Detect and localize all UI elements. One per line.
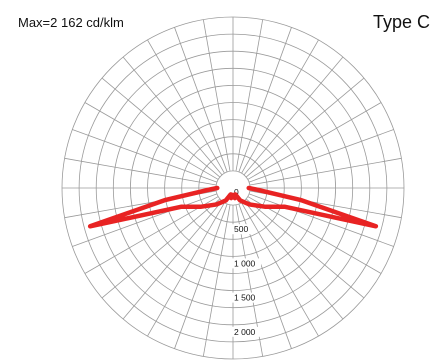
radial-tick-label: 2 000	[234, 327, 256, 337]
grid-spoke	[202, 19, 231, 172]
grid-spoke	[101, 77, 221, 178]
type-label: Type C	[373, 12, 430, 32]
grid-spoke	[72, 193, 218, 247]
tick-label-background	[232, 292, 261, 303]
grid-spoke	[245, 198, 365, 299]
radial-tick-label: 1 000	[234, 258, 256, 268]
grid-spoke	[238, 27, 292, 173]
grid-spoke	[174, 203, 228, 349]
tick-label-background	[232, 258, 261, 269]
grid-spoke	[243, 200, 344, 320]
radial-tick-label: 0	[234, 187, 239, 197]
grid-spoke	[174, 27, 228, 173]
intensity-curve	[87, 185, 379, 229]
tick-label-background	[232, 326, 261, 337]
grid-spoke	[64, 157, 217, 186]
radial-tick-label: 500	[234, 224, 248, 234]
grid-spoke	[245, 77, 365, 178]
grid-spoke	[243, 56, 344, 176]
tick-label-background	[232, 224, 251, 235]
grid-spoke	[202, 204, 231, 357]
grid-spoke	[84, 102, 219, 180]
grid-spoke	[249, 157, 402, 186]
grid-spoke	[241, 39, 319, 174]
grid-spoke	[247, 102, 382, 180]
grid-spoke	[247, 196, 382, 274]
grid-spoke	[235, 19, 264, 172]
grid-spoke	[84, 196, 219, 274]
polar-grid	[61, 16, 405, 360]
max-intensity-label: Max=2 162 cd/klm	[18, 15, 124, 30]
grid-spoke	[248, 193, 394, 247]
grid-spoke	[101, 198, 221, 299]
grid-spoke	[72, 129, 218, 183]
grid-spoke	[248, 129, 394, 183]
grid-spoke	[241, 202, 319, 337]
intensity-curve-layer	[87, 185, 379, 229]
grid-spoke	[122, 56, 223, 176]
radial-tick-labels: 0 500 1 000 1 500 2 000	[232, 187, 261, 337]
radial-tick-label: 1 500	[234, 293, 256, 303]
grid-spoke	[122, 200, 223, 320]
grid-spoke	[147, 39, 225, 174]
tick-label-background	[232, 187, 241, 197]
grid-spoke	[147, 202, 225, 337]
